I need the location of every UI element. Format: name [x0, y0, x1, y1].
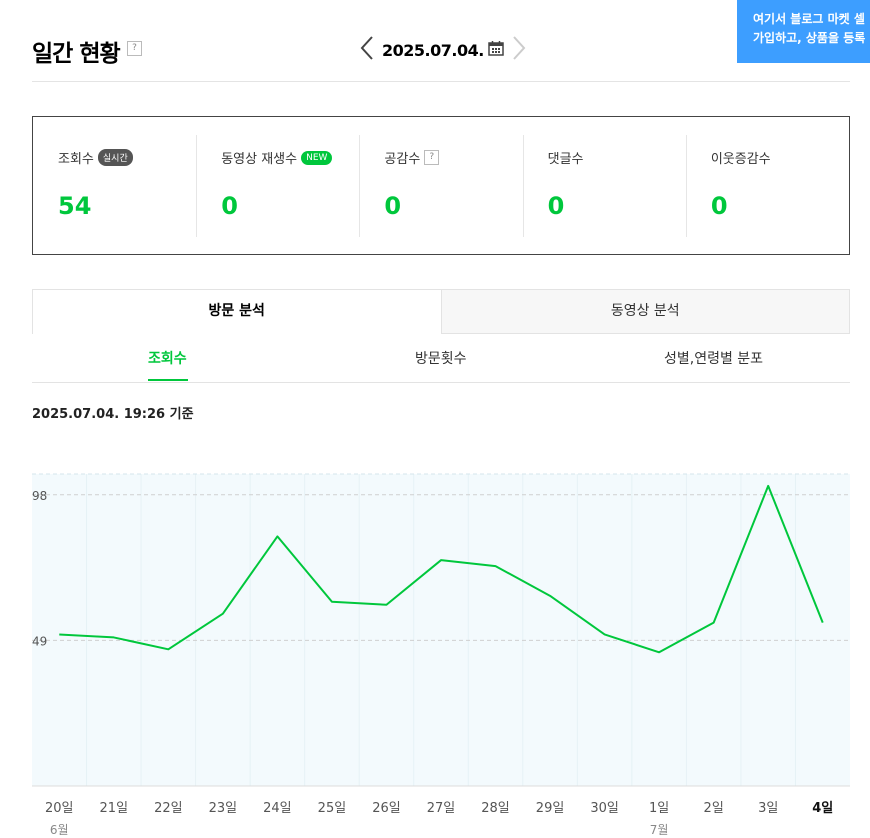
help-icon[interactable]: ? — [424, 150, 440, 165]
realtime-badge: 실시간 — [97, 149, 133, 166]
active-subtab-indicator — [148, 379, 188, 381]
x-tick-label: 28일 — [481, 801, 510, 816]
page-title: 일간 현황 — [32, 41, 121, 67]
x-tick-label: 24일 — [263, 801, 292, 816]
next-date-arrow-icon[interactable] — [512, 35, 526, 65]
stat-value: 0 — [384, 192, 402, 220]
stat-value: 0 — [221, 192, 238, 220]
x-tick-label: 23일 — [209, 801, 238, 816]
x-tick-label: 4일 — [812, 801, 833, 816]
x-tick-label: 26일 — [372, 801, 401, 816]
chart-plot-background — [32, 474, 850, 786]
stat-likes: 공감수 ? 0 — [359, 117, 522, 254]
x-tick-label: 22일 — [154, 801, 183, 816]
tab-video-analysis[interactable]: 동영상 분석 — [441, 289, 850, 334]
views-series-line — [59, 484, 824, 654]
help-icon[interactable]: ? — [127, 41, 142, 56]
header-divider — [32, 81, 850, 82]
stats-summary-box: 조회수 실시간 54 동영상 재생수 NEW 0 공감수 ? 0 댓글수 0 이… — [32, 116, 850, 255]
stat-label: 조회수 — [58, 152, 94, 167]
current-date: 2025.07.04. — [382, 40, 484, 60]
promo-banner[interactable]: 여기서 블로그 마켓 셀 가입하고, 상품을 등록 — [737, 0, 870, 63]
new-badge: NEW — [301, 150, 333, 165]
stat-value: 0 — [710, 192, 728, 220]
y-tick-label: 98 — [32, 489, 47, 503]
x-tick-label: 29일 — [536, 801, 565, 816]
x-tick-label: 27일 — [427, 801, 456, 816]
tab-visit-analysis[interactable]: 방문 분석 — [32, 289, 442, 334]
stat-value: 54 — [58, 192, 92, 220]
y-tick-label: 49 — [32, 634, 47, 648]
stat-label: 댓글수 — [547, 152, 584, 167]
x-tick-label: 2일 — [704, 801, 724, 816]
x-tick-label: 30일 — [590, 801, 619, 816]
x-tick-label: 25일 — [318, 801, 347, 816]
x-tick-label: 20일 — [45, 801, 74, 816]
x-tick-label: 1일 — [649, 801, 669, 816]
stat-label: 동영상 재생수 — [221, 152, 298, 167]
prev-date-arrow-icon[interactable] — [360, 35, 374, 65]
analysis-tabs: 방문 분석 동영상 분석 — [32, 289, 850, 334]
subtab-views[interactable]: 조회수 — [148, 351, 187, 367]
promo-line-1: 여기서 블로그 마켓 셀 — [753, 12, 865, 26]
x-tick-label: 3일 — [758, 801, 778, 816]
date-navigator: 2025.07.04. — [360, 34, 526, 66]
views-line-chart: 98 49 20일 21일 22일 23일 24일 25일 26일 27일 28일 29일 30일 1일 2… — [32, 473, 850, 837]
calendar-icon[interactable] — [488, 40, 504, 60]
stat-views: 조회수 실시간 54 — [33, 117, 196, 254]
stat-neighbor-change: 이웃증감수 0 — [685, 117, 849, 254]
stat-video-plays: 동영상 재생수 NEW 0 — [196, 117, 359, 254]
stat-label: 이웃증감수 — [710, 152, 771, 167]
stat-comments: 댓글수 0 — [522, 117, 686, 254]
subtab-gender-age[interactable]: 성별,연령별 분포 — [664, 351, 764, 367]
x-tick-label: 21일 — [100, 801, 129, 816]
data-timestamp: 2025.07.04. 19:26 기준 — [32, 407, 194, 422]
promo-line-2: 가입하고, 상품을 등록 — [753, 31, 866, 45]
month-label: 7월 — [650, 823, 669, 837]
stat-label: 공감수 — [384, 152, 421, 167]
month-label: 6월 — [50, 823, 69, 837]
stat-value: 0 — [547, 192, 565, 220]
sub-tabs: 조회수 방문횟수 성별,연령별 분포 — [32, 334, 850, 383]
subtab-visit-count[interactable]: 방문횟수 — [415, 351, 467, 367]
